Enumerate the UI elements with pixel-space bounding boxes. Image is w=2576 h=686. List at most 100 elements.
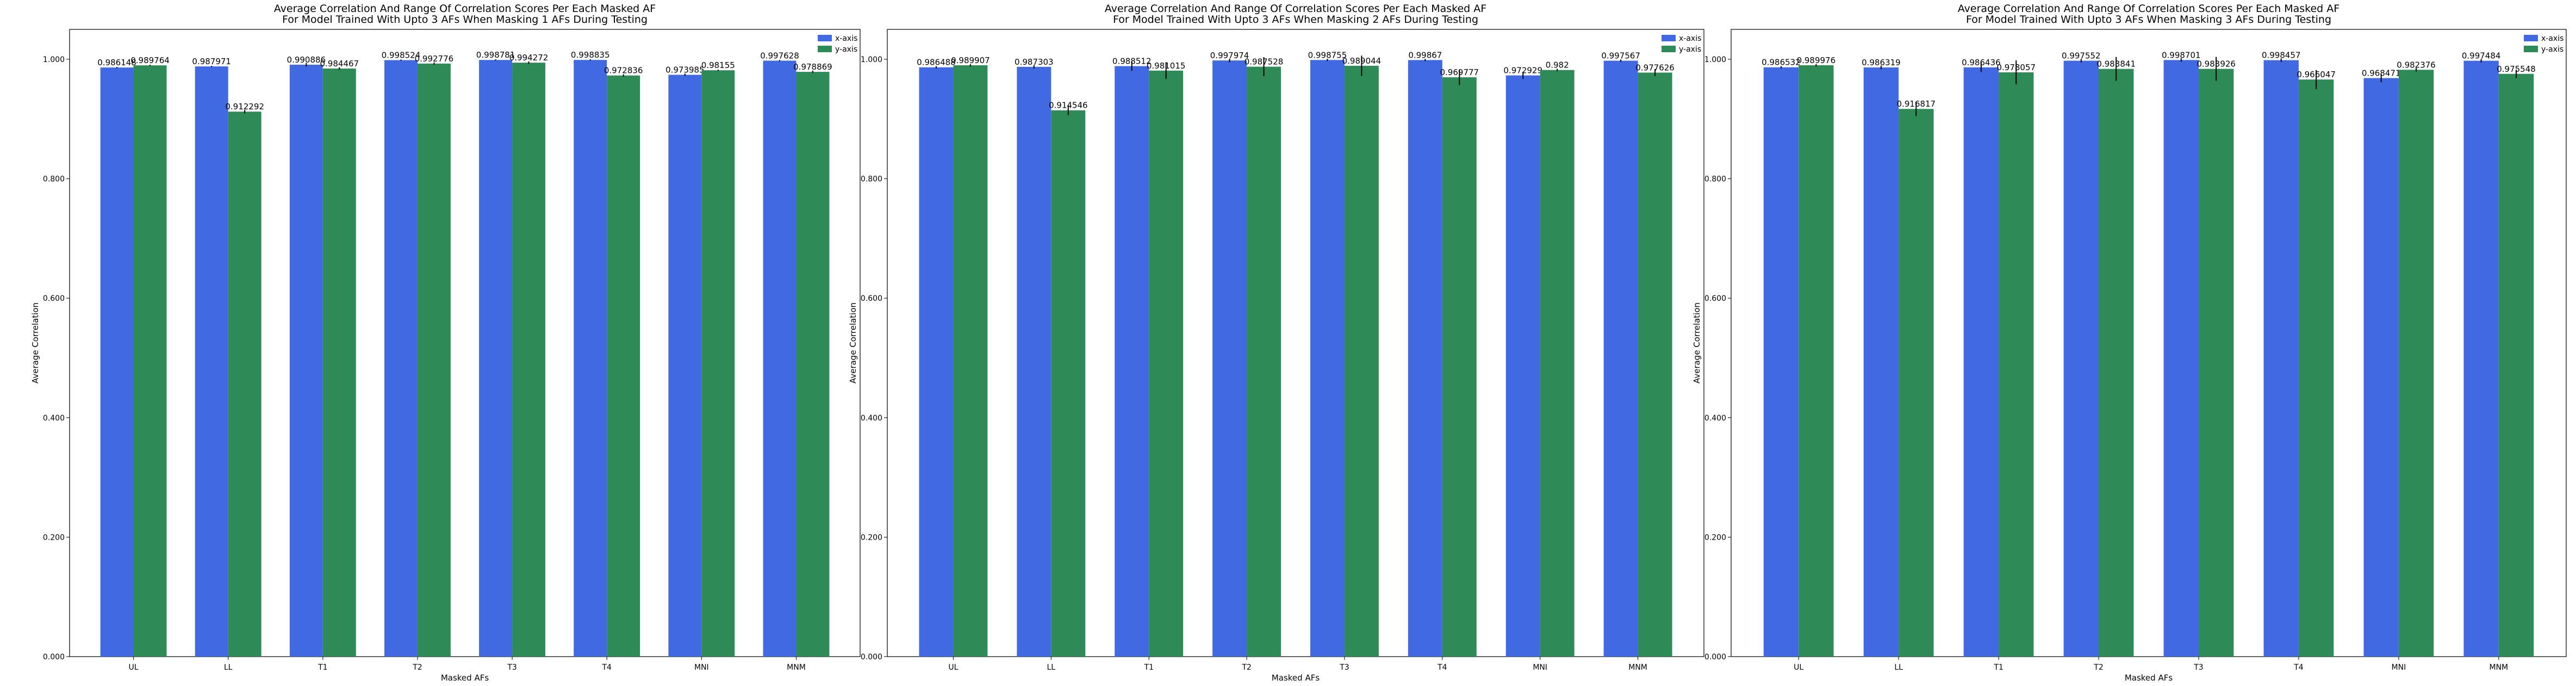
data-label: 0.989044	[1342, 56, 1382, 66]
bar-y-axis-ul	[953, 65, 988, 657]
y-tick-label: 0.800	[861, 175, 882, 184]
x-tick-label-ll: LL	[1894, 663, 1903, 672]
data-label: 0.998701	[2162, 50, 2201, 60]
x-tick-label-ul: UL	[1794, 663, 1803, 672]
data-label: 0.989976	[1797, 55, 1836, 65]
y-tick-label: 0.600	[1704, 294, 1726, 303]
data-label: 0.990886	[287, 55, 326, 65]
x-tick-label-ll: LL	[1047, 663, 1055, 672]
data-label: 0.989764	[130, 55, 170, 65]
bar-y-axis-t3	[2198, 69, 2234, 657]
legend-label-y-axis: y-axis	[1679, 45, 1701, 54]
data-label: 0.983841	[2096, 59, 2136, 69]
data-label: 0.989907	[951, 55, 990, 65]
bar-x-axis-mni	[2363, 78, 2399, 657]
legend-swatch-x-axis	[1662, 35, 1676, 41]
bar-y-axis-ll	[228, 112, 262, 657]
data-label: 0.912292	[225, 102, 264, 112]
x-tick-label-mni: MNI	[1533, 663, 1547, 672]
data-label: 0.987971	[192, 57, 231, 66]
legend-label-x-axis: x-axis	[835, 34, 857, 43]
data-label: 0.997567	[1601, 51, 1640, 61]
data-label: 0.992776	[415, 54, 454, 64]
chart-panel-2: Average Correlation And Range Of Correla…	[848, 3, 1704, 683]
y-tick-label: 0.400	[861, 414, 882, 423]
data-label: 0.916817	[1897, 99, 1936, 109]
legend: x-axis y-axis	[818, 34, 857, 54]
data-label: 0.982376	[2397, 60, 2436, 70]
data-label: 0.968471	[2362, 69, 2401, 78]
bar-y-axis-ul	[133, 65, 167, 657]
legend-label-y-axis: y-axis	[2541, 45, 2563, 54]
bar-y-axis-ll	[1899, 109, 1934, 657]
data-label: 0.973985	[665, 65, 705, 75]
bar-x-axis-ul	[1763, 67, 1799, 657]
data-label: 0.972836	[604, 66, 643, 76]
bar-x-axis-t2	[2063, 60, 2099, 657]
data-label: 0.997552	[2062, 51, 2101, 61]
y-tick-label: 0.400	[43, 414, 65, 423]
bar-x-axis-t1	[1963, 67, 1999, 657]
data-label: 0.978869	[793, 62, 832, 72]
bar-y-axis-mni	[2398, 70, 2434, 657]
x-tick-label-ul: UL	[948, 663, 958, 672]
data-label: 0.997484	[2462, 51, 2501, 61]
bar-y-axis-t2	[417, 63, 451, 657]
data-label: 0.998781	[476, 50, 515, 60]
x-tick-label-t2: T2	[2093, 663, 2103, 672]
chart-panel-3: Average Correlation And Range Of Correla…	[1692, 3, 2567, 683]
legend: x-axis y-axis	[2524, 34, 2563, 54]
data-label: 0.99867	[1408, 50, 1442, 60]
data-label: 0.972929	[1503, 66, 1542, 76]
bar-y-axis-t1	[322, 68, 356, 657]
legend-swatch-y-axis	[2524, 46, 2538, 52]
y-axis-label: Average Correlation	[30, 302, 40, 384]
bar-y-axis-mnm	[796, 72, 830, 657]
x-tick-label-t3: T3	[1339, 663, 1349, 672]
data-label: 0.969777	[1440, 67, 1479, 77]
axes-frame	[69, 29, 861, 657]
bar-x-axis-t3	[1310, 60, 1345, 657]
x-tick-label-t2: T2	[1241, 663, 1251, 672]
y-tick-label: 1.000	[861, 55, 882, 64]
bar-x-axis-mnm	[2463, 60, 2499, 657]
legend-label-y-axis: y-axis	[835, 45, 857, 54]
bar-y-axis-ll	[1051, 110, 1086, 657]
legend: x-axis y-axis	[1662, 34, 1701, 54]
data-label: 0.998457	[2262, 51, 2301, 60]
x-tick-label-t1: T1	[1143, 663, 1153, 672]
bar-x-axis-t2	[384, 60, 418, 657]
bar-y-axis-mni	[1540, 70, 1575, 657]
data-label: 0.997628	[760, 51, 799, 61]
data-label: 0.914546	[1049, 101, 1088, 110]
data-label: 0.981015	[1147, 61, 1186, 71]
bar-y-axis-t1	[1999, 72, 2034, 657]
x-tick-label-t4: T4	[2293, 663, 2304, 672]
bar-y-axis-t4	[2298, 79, 2334, 657]
bar-x-axis-t1	[1115, 66, 1149, 657]
bar-x-axis-ll	[195, 66, 228, 657]
bar-x-axis-ul	[919, 67, 954, 657]
y-tick-label: 0.800	[1704, 175, 1726, 184]
data-label: 0.997974	[1210, 51, 1249, 60]
x-tick-label-mni: MNI	[2392, 663, 2406, 672]
chart-title-line-1: Average Correlation And Range Of Correla…	[1958, 3, 2339, 15]
bar-x-axis-mni	[668, 75, 702, 657]
chart-title-line-2: For Model Trained With Upto 3 AFs When M…	[1966, 14, 2331, 26]
bar-x-axis-t3	[2163, 60, 2199, 657]
bar-y-axis-mni	[701, 70, 735, 657]
x-axis-label: Masked AFs	[1272, 673, 1320, 683]
axes-frame	[887, 29, 1704, 657]
x-tick-label-t3: T3	[2193, 663, 2203, 672]
chart-title-line-1: Average Correlation And Range Of Correla…	[1105, 3, 1486, 15]
chart-title-line-2: For Model Trained With Upto 3 AFs When M…	[282, 14, 648, 26]
x-tick-label-mnm: MNM	[1628, 663, 1647, 672]
y-tick-label: 0.200	[861, 533, 882, 542]
data-label: 0.986436	[1962, 58, 2001, 67]
bar-x-axis-ul	[100, 67, 134, 657]
y-tick-label: 0.800	[43, 175, 65, 184]
x-tick-label-mni: MNI	[694, 663, 709, 672]
chart-panel-1: Average Correlation And Range Of Correla…	[30, 3, 861, 683]
bar-y-axis-t4	[607, 75, 640, 657]
